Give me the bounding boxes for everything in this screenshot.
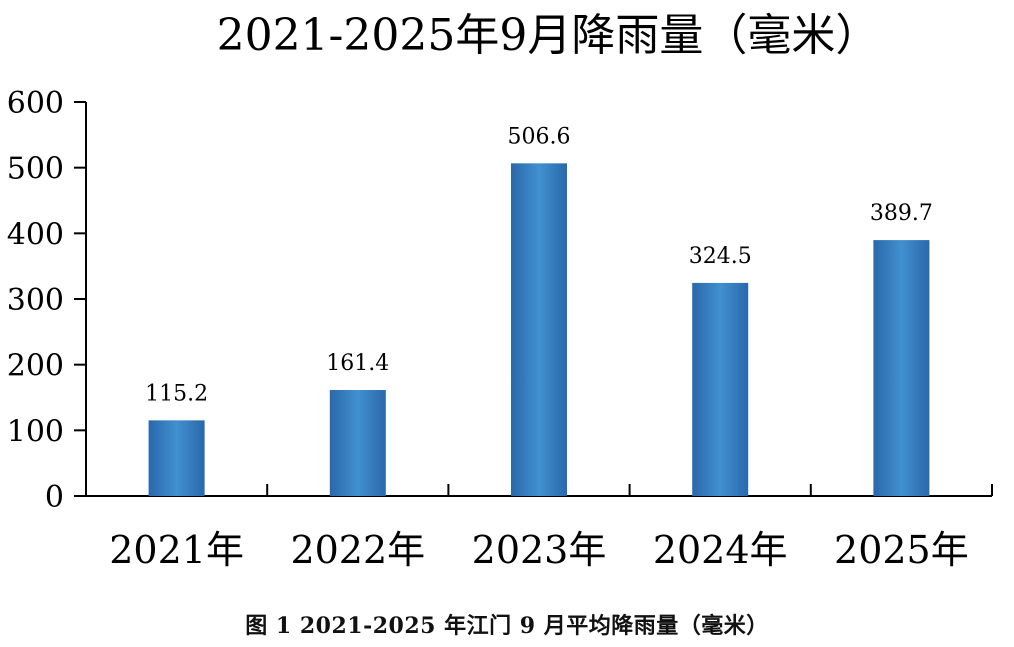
data-label: 506.6: [508, 124, 571, 149]
bar-chart: 2021-2025年9月降雨量（毫米） 0100200300400500600 …: [7, 10, 993, 572]
y-tick-label: 0: [45, 480, 64, 515]
bar: [511, 163, 567, 496]
y-tick-label: 200: [7, 349, 64, 384]
bar: [692, 282, 749, 496]
y-tick-label: 100: [7, 414, 64, 449]
chart-title: 2021-2025年9月降雨量（毫米）: [217, 10, 880, 61]
data-label: 161.4: [326, 351, 389, 376]
bar: [873, 240, 930, 496]
x-tick-label: 2021年: [109, 528, 244, 572]
data-label: 115.2: [145, 381, 208, 406]
y-tick-label: 600: [7, 86, 64, 121]
bar: [148, 420, 205, 496]
x-tick-label: 2025年: [834, 528, 969, 572]
y-tick-label: 400: [7, 217, 64, 252]
data-label: 389.7: [870, 201, 933, 226]
figure-caption: 图 1 2021-2025 年江门 9 月平均降雨量（毫米）: [245, 613, 769, 639]
bar: [329, 390, 386, 496]
y-tick-label: 300: [7, 283, 64, 318]
x-tick-label: 2024年: [653, 528, 788, 572]
y-tick-label: 500: [7, 152, 64, 187]
data-label: 324.5: [689, 244, 752, 269]
x-tick-label: 2023年: [472, 528, 607, 572]
x-tick-label: 2022年: [290, 528, 425, 572]
